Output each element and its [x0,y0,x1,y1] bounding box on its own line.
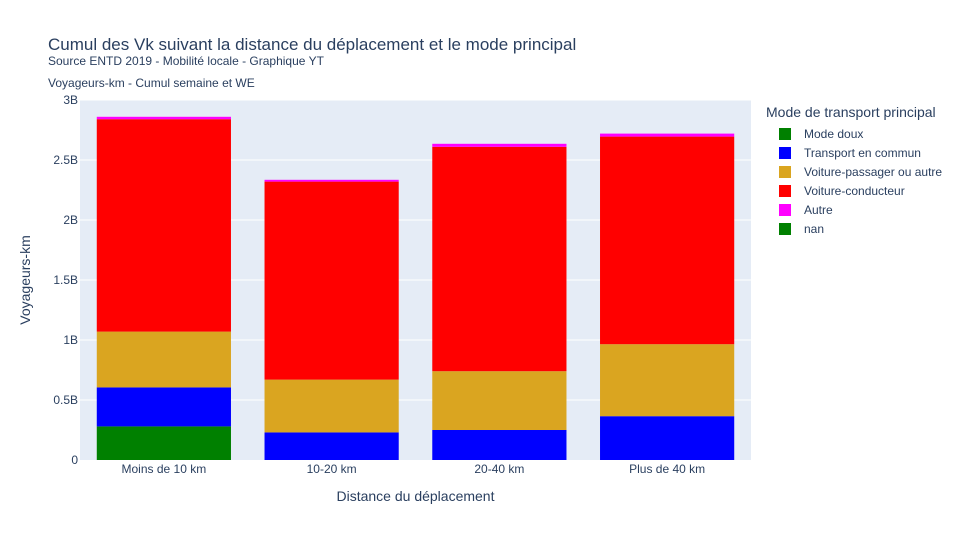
y-tick-label: 1.5B [53,273,78,287]
bar-segment [264,432,399,460]
x-axis-title: Distance du déplacement [337,488,495,504]
chart-subtitle-units: Voyageurs-km - Cumul semaine et WE [48,76,255,90]
legend-label: Voiture-passager ou autre [804,164,943,179]
legend-swatch [779,127,791,140]
legend-item[interactable]: nan [766,219,942,238]
legend-label: Voiture-conducteur [804,183,905,198]
x-tick-label: Moins de 10 km [122,462,207,476]
bar-segment [96,116,231,120]
legend-label: Autre [804,202,833,217]
legend-swatch [779,165,791,178]
bar-segment [96,387,231,427]
x-tick-label: Plus de 40 km [629,462,705,476]
bar-segment [96,119,231,332]
y-tick-label: 1B [63,333,78,347]
legend-swatch [779,146,791,159]
legend-item[interactable]: Voiture-passager ou autre [766,162,942,181]
bar-segment [600,133,735,137]
y-tick-label: 0.5B [53,393,78,407]
y-tick-label: 2.5B [53,153,78,167]
bar-segment [432,371,567,430]
chart-subtitle: Source ENTD 2019 - Mobilité locale - Gra… [48,54,324,68]
bar-segment [264,379,399,433]
bar-segment [96,426,231,460]
legend-item[interactable]: Mode doux [766,124,942,143]
legend-item[interactable]: Autre [766,200,942,219]
bar-segment [96,331,231,388]
legend-items: Mode doux Transport en commun Voiture-pass… [766,124,942,238]
y-axis-title: Voyageurs-km [17,235,33,324]
bar-segment [600,344,735,417]
chart-title: Cumul des Vk suivant la distance du dépl… [48,35,577,54]
bar-segment [432,430,567,460]
legend-swatch [779,222,791,235]
bar-segment [600,416,735,460]
y-tick-label: 3B [63,93,78,107]
y-tick-label: 2B [63,213,78,227]
bar-segment [264,181,399,380]
legend-swatch [779,203,791,216]
bar-segment [432,146,567,372]
bar-segment [600,136,735,345]
legend-label: nan [804,221,825,236]
legend: Mode de transport principal Mode doux Tra… [766,104,942,238]
x-tick-label: 10-20 km [307,462,357,476]
legend-item[interactable]: Transport en commun [766,143,942,162]
y-tick-label: 0 [71,453,78,467]
legend-item[interactable]: Voiture-conducteur [766,181,942,200]
x-tick-label: 20-40 km [474,462,524,476]
legend-swatch [779,184,791,197]
legend-title: Mode de transport principal [766,104,936,120]
legend-label: Transport en commun [804,145,921,160]
bar-segment [432,143,567,147]
bar-segment [264,179,399,182]
legend-label: Mode doux [804,126,864,141]
